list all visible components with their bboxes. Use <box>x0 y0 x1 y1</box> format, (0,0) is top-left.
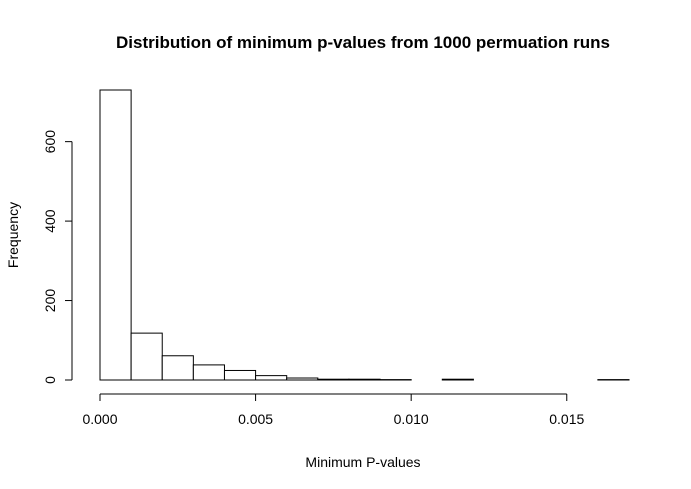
y-tick-label-2: 400 <box>42 209 58 233</box>
histogram-bars <box>99 89 630 381</box>
chart-title: Distribution of minimum p-values from 10… <box>116 33 610 52</box>
y-tick-label-0: 0 <box>42 376 58 384</box>
histogram-bar-3 <box>192 364 225 381</box>
x-tick-label-0: 0.000 <box>82 411 117 427</box>
x-axis-label: Minimum P-values <box>305 454 420 470</box>
y-tick-label-1: 200 <box>42 289 58 313</box>
y-axis: 0 200 400 600 <box>42 130 73 384</box>
histogram-bar-0 <box>99 89 132 381</box>
x-axis: 0.000 0.005 0.010 0.015 <box>82 393 584 427</box>
x-tick-label-2: 0.010 <box>394 411 429 427</box>
histogram-bar-4 <box>223 369 257 381</box>
histogram-bar-8 <box>348 378 381 381</box>
histogram-bar-6 <box>286 377 319 381</box>
y-axis-label: Frequency <box>5 202 21 268</box>
histogram-bar-7 <box>317 378 350 381</box>
y-tick-label-3: 600 <box>42 130 58 154</box>
histogram-bar-11 <box>441 378 474 381</box>
histogram-bar-1 <box>130 332 163 381</box>
x-tick-label-3: 0.015 <box>549 411 584 427</box>
histogram-bar-5 <box>255 375 288 381</box>
x-tick-label-1: 0.005 <box>238 411 273 427</box>
histogram-bar-2 <box>161 355 194 381</box>
